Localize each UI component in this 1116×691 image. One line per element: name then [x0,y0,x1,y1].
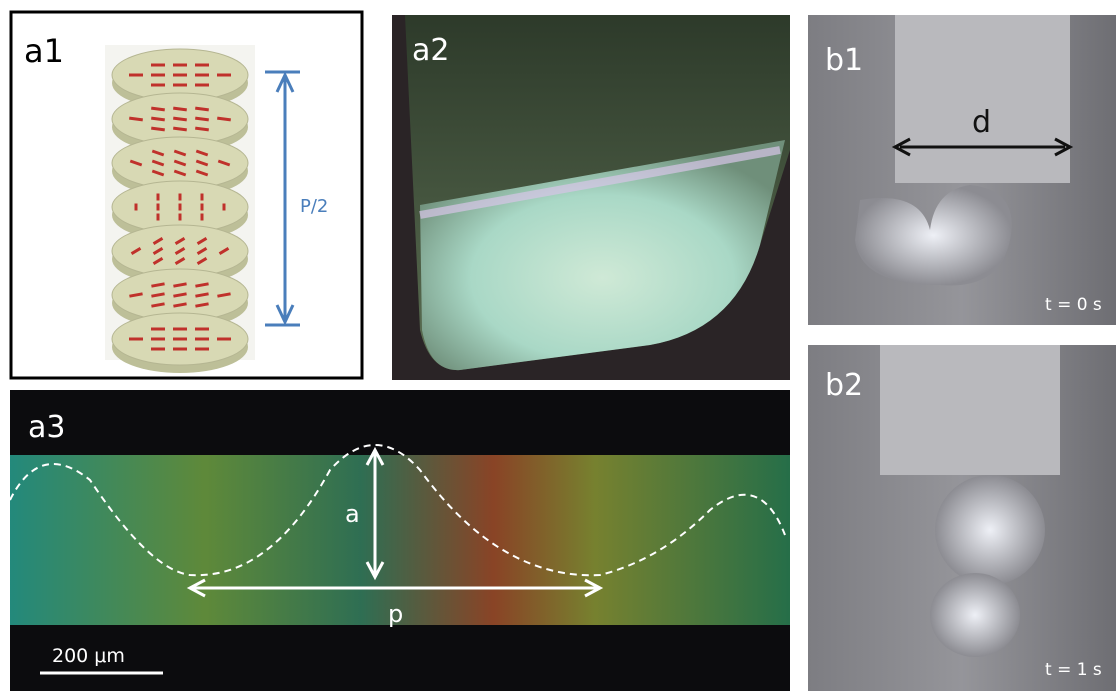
d-label: d [972,105,991,140]
nozzle [895,15,1070,183]
panel-label: b1 [825,43,863,78]
molecule [195,128,209,130]
molecule [151,118,165,120]
droplet [930,573,1020,657]
time-label: t = 1 s [1045,660,1102,680]
panel-label: a1 [24,32,64,70]
molecule [217,118,231,120]
scale-label: 200 μm [52,645,125,667]
panel-label: a2 [412,33,449,68]
molecule [151,108,165,110]
droplet [935,475,1045,585]
a-label: a [345,500,360,528]
molecule [195,118,209,120]
panel-label: a3 [28,410,65,445]
panel-label: b2 [825,368,863,403]
pitch-label: P/2 [300,196,328,217]
molecule [129,118,143,120]
p-label: p [388,600,403,628]
time-label: t = 0 s [1045,295,1102,315]
molecule [173,108,187,110]
molecule [151,128,165,130]
figure: P/2 a1 a2 d b1 t = 0 s b2 t = 1 s a p a3… [0,0,1116,691]
molecule [195,108,209,110]
molecule [173,128,187,130]
nozzle [880,345,1060,475]
molecule [173,118,187,120]
disc-stack [112,49,248,373]
